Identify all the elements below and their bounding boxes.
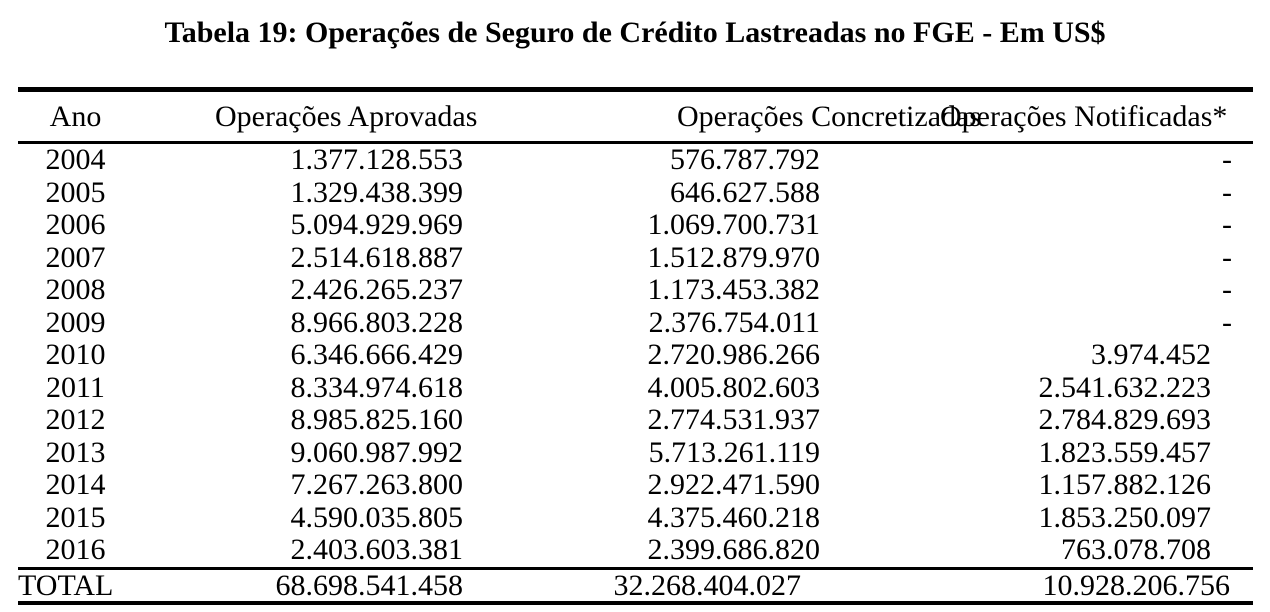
- column-header-notificadas: Operações Notificadas*: [940, 99, 1228, 133]
- column-header-aprovadas: Operações Aprovadas: [215, 99, 478, 133]
- concretizadas-cell: 2.720.986.266: [647, 338, 821, 371]
- notificadas-cell: 1.853.250.097: [1038, 500, 1212, 534]
- concretizadas-cell: 2.774.531.937: [647, 403, 821, 436]
- concretizadas-cell: 1.069.700.731: [647, 208, 821, 241]
- notificadas-cell: 3.974.452: [1091, 338, 1211, 371]
- year-cell: 2005: [45, 175, 106, 209]
- aprovadas-cell: 9.060.987.992: [290, 435, 464, 469]
- concretizadas-cell: 4.375.460.218: [647, 500, 821, 534]
- notificadas-cell: -: [1222, 305, 1232, 339]
- table-row: 2010 6.346.666.429 2.720.986.266 3.974.4…: [18, 338, 1253, 372]
- year-cell: 2015: [45, 500, 106, 534]
- concretizadas-cell: 646.627.588: [670, 175, 820, 209]
- aprovadas-cell: 4.590.035.805: [290, 500, 464, 534]
- year-cell: 2016: [45, 533, 106, 566]
- header-row: Ano Operações Aprovadas Operações Concre…: [18, 89, 1253, 143]
- aprovadas-cell: 2.426.265.237: [290, 273, 464, 306]
- concretizadas-cell: 2.376.754.011: [648, 305, 820, 339]
- total-label-cell: TOTAL: [18, 568, 114, 602]
- table-row: 2015 4.590.035.805 4.375.460.218 1.853.2…: [18, 500, 1253, 535]
- table-title: Tabela 19: Operações de Seguro de Crédit…: [164, 16, 1106, 49]
- data-table: Ano Operações Aprovadas Operações Concre…: [18, 87, 1253, 605]
- aprovadas-cell: 2.514.618.887: [290, 240, 464, 274]
- concretizadas-cell: 2.922.471.590: [647, 468, 821, 501]
- year-cell: 2007: [45, 240, 106, 274]
- aprovadas-cell: 7.267.263.800: [290, 468, 464, 501]
- table-row: 2004 1.377.128.553 576.787.792 -: [18, 143, 1253, 177]
- year-cell: 2006: [45, 208, 106, 241]
- year-cell: 2012: [45, 403, 106, 436]
- aprovadas-cell: 6.346.666.429: [290, 338, 464, 371]
- table-row: 2008 2.426.265.237 1.173.453.382 -: [18, 273, 1253, 307]
- aprovadas-cell: 1.377.128.553: [290, 143, 464, 176]
- table-row: 2013 9.060.987.992 5.713.261.119 1.823.5…: [18, 435, 1253, 470]
- notificadas-cell: -: [1222, 208, 1232, 241]
- table-row: 2006 5.094.929.969 1.069.700.731 -: [18, 208, 1253, 242]
- concretizadas-cell: 5.713.261.119: [648, 435, 820, 469]
- concretizadas-cell: 2.399.686.820: [647, 533, 821, 566]
- table-row: 2012 8.985.825.160 2.774.531.937 2.784.8…: [18, 403, 1253, 437]
- year-cell: 2014: [45, 468, 106, 501]
- concretizadas-cell: 4.005.802.603: [647, 370, 821, 404]
- aprovadas-cell: 8.966.803.228: [290, 305, 464, 339]
- table-row: 2011 8.334.974.618 4.005.802.603 2.541.6…: [18, 370, 1253, 405]
- notificadas-cell: -: [1222, 273, 1232, 306]
- notificadas-cell: -: [1222, 175, 1232, 209]
- notificadas-cell: 2.541.632.223: [1038, 370, 1212, 404]
- notificadas-cell: -: [1222, 240, 1232, 274]
- notificadas-cell: 1.823.559.457: [1038, 435, 1212, 469]
- column-header-ano: Ano: [49, 99, 102, 133]
- total-aprovadas-cell: 68.698.541.458: [275, 568, 464, 602]
- aprovadas-cell: 8.985.825.160: [290, 403, 464, 436]
- table-row: 2016 2.403.603.381 2.399.686.820 763.078…: [18, 533, 1253, 568]
- concretizadas-cell: 1.173.453.382: [647, 273, 821, 306]
- aprovadas-cell: 1.329.438.399: [290, 175, 464, 209]
- year-cell: 2010: [45, 338, 106, 371]
- notificadas-cell: 2.784.829.693: [1038, 403, 1212, 436]
- aprovadas-cell: 8.334.974.618: [290, 370, 464, 404]
- concretizadas-cell: 576.787.792: [670, 143, 820, 176]
- year-cell: 2004: [45, 143, 106, 176]
- table-row: 2014 7.267.263.800 2.922.471.590 1.157.8…: [18, 468, 1253, 502]
- concretizadas-cell: 1.512.879.970: [647, 240, 821, 274]
- year-cell: 2013: [45, 435, 106, 469]
- table-row: 2005 1.329.438.399 646.627.588 -: [18, 175, 1253, 210]
- total-notificadas-cell: 10.928.206.756: [1042, 568, 1231, 602]
- aprovadas-cell: 2.403.603.381: [290, 533, 464, 566]
- notificadas-cell: -: [1222, 143, 1232, 176]
- aprovadas-cell: 5.094.929.969: [290, 208, 464, 241]
- year-cell: 2009: [45, 305, 106, 339]
- notificadas-cell: 1.157.882.126: [1038, 468, 1212, 501]
- table-row: 2009 8.966.803.228 2.376.754.011 -: [18, 305, 1253, 340]
- table-row: 2007 2.514.618.887 1.512.879.970 -: [18, 240, 1253, 275]
- year-cell: 2008: [45, 273, 106, 306]
- notificadas-cell: 763.078.708: [1061, 533, 1211, 566]
- total-concretizadas-cell: 32.268.404.027: [613, 568, 802, 602]
- year-cell: 2011: [46, 370, 105, 404]
- column-header-concretizadas: Operações Concretizadas: [677, 99, 982, 133]
- total-row: TOTAL 68.698.541.458 32.268.404.027 10.9…: [18, 568, 1253, 603]
